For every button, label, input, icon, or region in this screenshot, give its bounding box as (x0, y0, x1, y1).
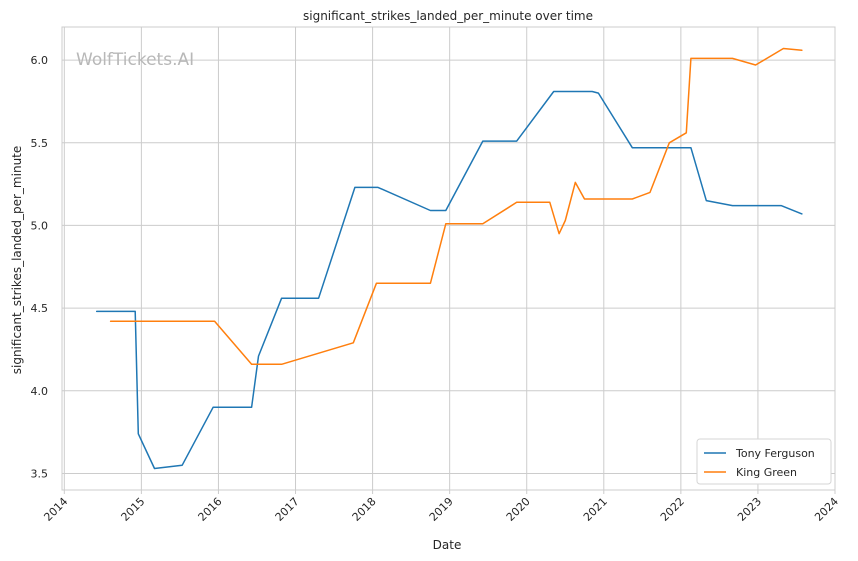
x-tick-label: 2016 (196, 495, 225, 524)
x-tick-label: 2019 (427, 495, 456, 524)
series-line-tony-ferguson (95, 90, 803, 470)
watermark: WolfTickets.AI (76, 50, 194, 70)
y-tick-label: 4.0 (31, 385, 49, 398)
series-lines (95, 47, 803, 470)
x-tick-label: 2021 (581, 495, 610, 524)
legend-label-tony-ferguson: Tony Ferguson (735, 447, 815, 460)
x-tick-label: 2024 (812, 495, 841, 524)
x-tick-label: 2015 (119, 495, 148, 524)
x-tick-label: 2022 (658, 495, 687, 524)
y-axis-label: significant_strikes_landed_per_minute (10, 146, 24, 375)
x-tick-label: 2020 (504, 495, 533, 524)
x-tick-label: 2023 (735, 495, 764, 524)
y-tick-label: 5.5 (31, 137, 49, 150)
x-axis-label: Date (433, 538, 462, 552)
chart-title: significant_strikes_landed_per_minute ov… (303, 9, 593, 23)
plot-background (62, 27, 835, 490)
legend-label-king-green: King Green (736, 466, 797, 479)
x-tick-label: 2014 (41, 495, 70, 524)
x-tick-label: 2018 (350, 495, 379, 524)
y-tick-label: 6.0 (31, 54, 49, 67)
y-tick-label: 3.5 (31, 467, 49, 480)
y-tick-label: 4.5 (31, 302, 49, 315)
legend-box (696, 438, 832, 485)
series-line-king-green (109, 47, 803, 366)
x-tick-label: 2017 (273, 495, 302, 524)
legend: Tony Ferguson King Green (696, 438, 832, 485)
y-tick-label: 5.0 (31, 219, 49, 232)
plot-frame (61, 26, 836, 491)
